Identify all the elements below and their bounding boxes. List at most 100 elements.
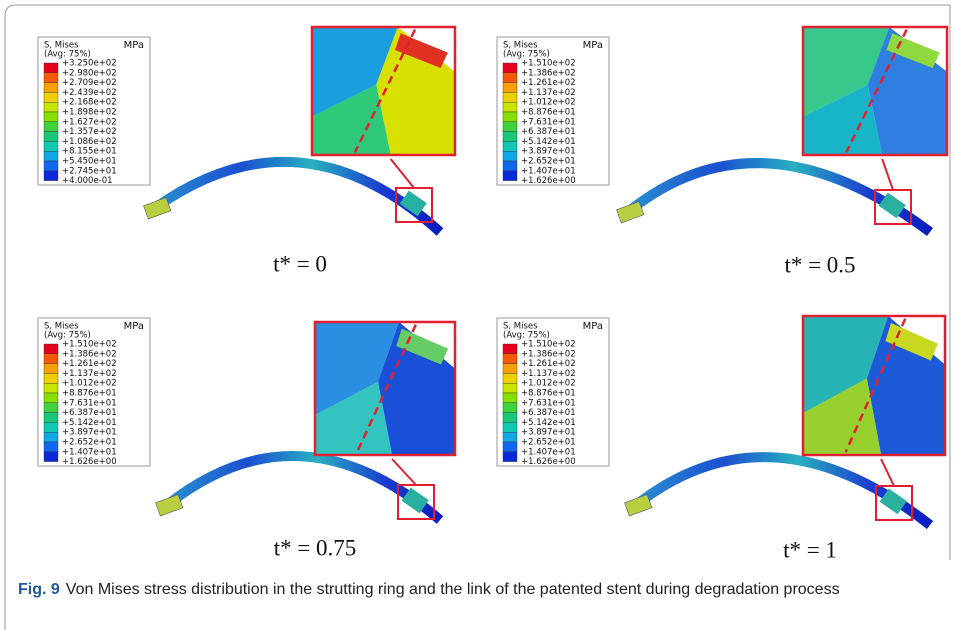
legend-value: +8.876e+01 (521, 389, 576, 399)
legend-unit: MPa (124, 321, 144, 332)
arrow (391, 159, 414, 188)
legend-band (44, 452, 58, 462)
legend-band (44, 83, 58, 93)
legend-value: +1.626e+00 (62, 457, 117, 467)
legend-value: +5.142e+01 (521, 137, 576, 147)
legend-value: +7.631e+01 (521, 117, 576, 127)
ring-end (144, 198, 171, 219)
ring-end (156, 495, 183, 516)
legend-value: +2.709e+02 (62, 78, 117, 88)
legend-value: +1.386e+02 (521, 68, 576, 78)
legend-band (503, 92, 517, 102)
legend-band (44, 354, 58, 364)
legend-value: +1.261e+02 (521, 78, 576, 88)
legend-value: +6.387e+01 (521, 127, 576, 137)
legend-value: +1.012e+02 (521, 379, 576, 389)
caption: Fig. 9Von Mises stress distribution in t… (18, 578, 878, 601)
legend-band (44, 151, 58, 161)
legend-band (44, 344, 58, 354)
panel: S, Mises(Avg: 75%)MPa+1.510e+02+1.386e+0… (497, 316, 945, 562)
caption-text: Von Mises stress distribution in the str… (66, 581, 840, 598)
legend-value: +4.000e-01 (62, 176, 113, 186)
legend-value: +5.450e+01 (62, 157, 117, 167)
legend-band (503, 151, 517, 161)
legend-unit: MPa (583, 40, 603, 51)
legend-band (503, 442, 517, 452)
legend-value: +6.387e+01 (62, 408, 117, 418)
legend-value: +8.876e+01 (62, 389, 117, 399)
legend-band (503, 73, 517, 83)
legend-band (503, 141, 517, 151)
legend-band (44, 171, 58, 181)
legend-value: +1.627e+02 (62, 117, 117, 127)
legend-value: +3.897e+01 (62, 428, 117, 438)
ring-end (625, 495, 652, 516)
legend-value: +5.142e+01 (521, 418, 576, 428)
legend-value: +1.137e+02 (521, 369, 576, 379)
legend-band (44, 141, 58, 151)
legend-value: +3.897e+01 (521, 428, 576, 438)
legend-value: +3.897e+01 (521, 147, 576, 157)
legend-value: +2.652e+01 (521, 438, 576, 448)
arrow (392, 459, 416, 485)
legend-value: +2.168e+02 (62, 98, 117, 108)
legend-band (44, 422, 58, 432)
legend-value: +1.510e+02 (521, 59, 576, 69)
legend-value: +1.510e+02 (521, 340, 576, 350)
time-label: t* = 0.5 (784, 252, 855, 277)
panel: S, Mises(Avg: 75%)MPa+1.510e+02+1.386e+0… (497, 27, 947, 277)
legend-band (44, 364, 58, 374)
legend-value: +1.626e+00 (521, 457, 576, 467)
legend-value: +5.142e+01 (62, 418, 117, 428)
legend-value: +2.652e+01 (521, 157, 576, 167)
legend-band (503, 413, 517, 423)
legend-band (503, 344, 517, 354)
legend-unit: MPa (124, 40, 144, 51)
legend-value: +1.407e+01 (62, 447, 117, 457)
legend-value: +3.250e+02 (62, 59, 117, 69)
ring-end (617, 202, 644, 223)
legend-value: +1.086e+02 (62, 137, 117, 147)
legend-band (44, 63, 58, 73)
page: {"panels": [ {"legend_title": "S, Mises"… (0, 0, 956, 630)
panel: S, Mises(Avg: 75%)MPa+3.250e+02+2.980e+0… (38, 27, 455, 276)
legend-value: +8.876e+01 (521, 108, 576, 118)
legend-value: +1.261e+02 (521, 359, 576, 369)
legend-value: +1.137e+02 (62, 369, 117, 379)
legend-band (503, 403, 517, 413)
legend-band (44, 393, 58, 403)
legend-band (44, 403, 58, 413)
legend-band (503, 122, 517, 132)
legend-band (503, 383, 517, 393)
legend-band (503, 83, 517, 93)
legend-value: +7.631e+01 (62, 398, 117, 408)
legend-band (44, 442, 58, 452)
legend-band (503, 364, 517, 374)
legend-value: +1.386e+02 (62, 349, 117, 359)
figure: S, Mises(Avg: 75%)MPa+3.250e+02+2.980e+0… (0, 0, 956, 630)
legend-band (44, 112, 58, 122)
legend-value: +1.898e+02 (62, 108, 117, 118)
legend-band (503, 452, 517, 462)
legend-value: +1.407e+01 (521, 166, 576, 176)
legend-band (44, 73, 58, 83)
legend-band (503, 422, 517, 432)
legend-band (503, 373, 517, 383)
legend-value: +2.745e+01 (62, 166, 117, 176)
legend-band (503, 161, 517, 171)
legend-value: +1.386e+02 (521, 349, 576, 359)
legend-band (503, 393, 517, 403)
legend-band (44, 373, 58, 383)
legend-value: +1.012e+02 (62, 379, 117, 389)
legend-band (44, 92, 58, 102)
legend-value: +7.631e+01 (521, 398, 576, 408)
legend-band (503, 432, 517, 442)
legend-value: +1.137e+02 (521, 88, 576, 98)
legend-value: +2.439e+02 (62, 88, 117, 98)
legend-value: +8.155e+01 (62, 147, 117, 157)
legend-band (503, 354, 517, 364)
legend-band (503, 112, 517, 122)
legend-band (44, 413, 58, 423)
legend-band (503, 171, 517, 181)
time-label: t* = 0.75 (274, 535, 357, 560)
